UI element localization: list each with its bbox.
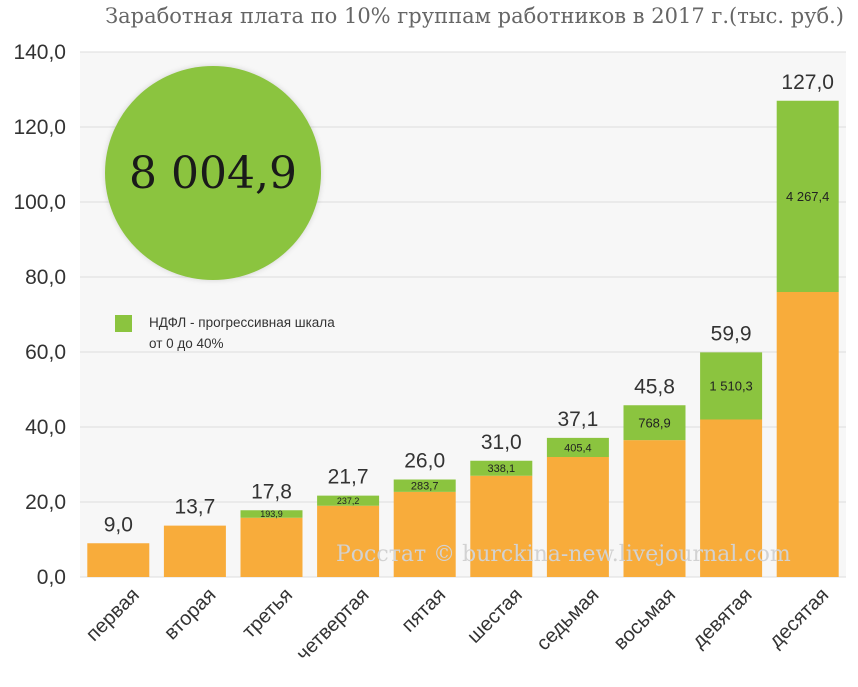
bar-base-segment [317,505,380,577]
bar-total-label: 127,0 [781,71,834,94]
y-tick-label: 140,0 [13,41,66,64]
y-tick-label: 120,0 [13,116,66,139]
segment-value-label: 338,1 [488,463,516,475]
legend: НДФЛ - прогрессивная шкала от 0 до 40% [115,312,335,354]
y-tick-label: 20,0 [25,491,66,514]
x-tick-label: вторая [160,584,220,644]
segment-value-label: 4 267,4 [786,189,829,204]
bar-tax-segment [470,460,533,476]
total-tax-bubble: 8 004,9 [105,66,321,280]
y-tick-label: 40,0 [25,416,66,439]
x-tick-label: четвертая [292,584,373,665]
bar-total-label: 13,7 [174,496,215,519]
bar-total-label: 9,0 [104,513,133,536]
x-tick-label: девятая [688,584,757,653]
segment-value-label: 193,9 [260,509,283,519]
bar-base-segment [546,457,609,577]
bar-tax-segment [700,352,763,420]
x-tick-label: десятая [765,584,833,652]
bar-base-segment [776,292,839,577]
bar-total-label: 37,1 [557,408,598,431]
x-tick-label: седьмая [532,584,603,655]
y-tick-label: 60,0 [25,341,66,364]
bar-total-label: 59,9 [711,322,752,345]
bar-total-label: 21,7 [328,466,369,489]
bar-total-label: 31,0 [481,431,522,454]
segment-value-label: 237,2 [337,496,360,506]
segment-value-label: 405,4 [564,442,592,454]
bar-base-segment [470,475,533,577]
legend-label: НДФЛ - прогрессивная шкала от 0 до 40% [149,315,335,351]
bar-base-segment [163,525,226,577]
bar-tax-segment [546,437,609,457]
bar-base-segment [623,440,686,577]
bar-tax-segment [317,495,380,506]
segment-value-label: 1 510,3 [709,379,752,394]
bar-tax-segment [776,100,839,292]
y-tick-label: 100,0 [13,191,66,214]
bar-tax-segment [393,479,456,492]
bar-total-label: 17,8 [251,480,292,503]
segment-value-label: 768,9 [638,415,671,430]
y-tick-label: 80,0 [25,266,66,289]
chart-title: Заработная плата по 10% группам работник… [105,4,844,28]
y-tick-label: 0,0 [37,566,66,589]
x-tick-label: третья [238,584,297,643]
segment-value-label: 283,7 [411,481,439,493]
bar-tax-segment [623,405,686,441]
legend-swatch [115,315,132,332]
watermark: Росстат © burckina-new.livejournal.com [336,542,791,567]
bar-base-segment [700,419,763,577]
bar-total-label: 26,0 [404,450,445,473]
x-tick-label: шестая [463,584,527,648]
x-tick-label: пятая [398,584,451,637]
bar-total-label: 45,8 [634,375,675,398]
x-tick-label: восьмая [610,584,680,654]
bar-base-segment [393,491,456,577]
total-tax-value: 8 004,9 [129,147,297,199]
bar-base-segment [87,543,150,577]
bar-tax-segment [240,510,303,518]
bar-base-segment [240,517,303,577]
x-tick-label: первая [82,584,144,646]
